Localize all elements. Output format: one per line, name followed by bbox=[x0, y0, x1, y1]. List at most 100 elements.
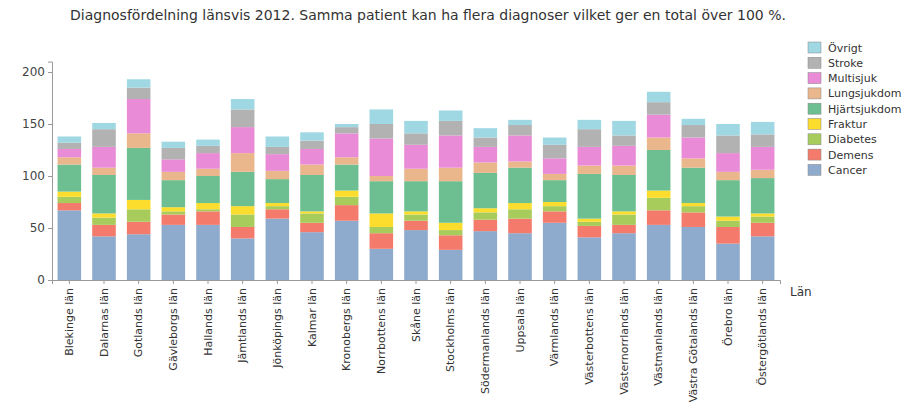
bar-segment bbox=[404, 133, 428, 144]
x-tick-mark bbox=[658, 280, 659, 284]
bar-segment bbox=[196, 140, 220, 146]
x-tick-mark bbox=[589, 280, 590, 284]
bar-segment bbox=[162, 180, 186, 207]
bar-segment bbox=[647, 92, 671, 102]
bar-segment bbox=[439, 110, 463, 120]
bar-segment bbox=[162, 172, 186, 180]
legend-item: Fraktur bbox=[808, 118, 867, 131]
bar-segment bbox=[751, 213, 775, 216]
x-tick-label: Kronobergs län bbox=[340, 288, 353, 371]
x-tick-label: Jämtlands län bbox=[236, 288, 249, 364]
y-tick-label: 150 bbox=[22, 117, 45, 131]
bar-segment bbox=[612, 135, 636, 145]
bar-segment bbox=[404, 169, 428, 181]
x-tick: Dalarnas län bbox=[98, 280, 111, 357]
x-tick-label: Blekinge län bbox=[63, 288, 76, 356]
x-tick-mark bbox=[520, 280, 521, 284]
x-tick-label: Norrbottens län bbox=[375, 288, 388, 374]
x-tick-mark bbox=[69, 280, 70, 284]
bar-segment bbox=[474, 147, 498, 163]
bar-segment bbox=[751, 178, 775, 213]
title: Diagnosfördelning länsvis 2012. Samma pa… bbox=[70, 7, 786, 23]
y-axis: 050100150200 bbox=[22, 62, 52, 287]
legend-swatch bbox=[808, 42, 821, 53]
bar-segment bbox=[58, 136, 82, 142]
x-tick: Västernorrlands län bbox=[618, 280, 631, 395]
bar-segment bbox=[612, 211, 636, 214]
bar-segment bbox=[716, 217, 740, 221]
bar-segment bbox=[127, 99, 151, 133]
x-tick-label: Dalarnas län bbox=[98, 288, 111, 357]
bar-segment bbox=[127, 79, 151, 87]
bar-segment bbox=[751, 147, 775, 170]
x-axis-title: Län bbox=[790, 285, 812, 299]
x-tick: Stockholms län bbox=[444, 280, 457, 372]
x-tick-label: Gotlands län bbox=[132, 288, 145, 357]
bar-segment bbox=[647, 210, 671, 225]
bar-segment bbox=[612, 175, 636, 211]
bar-segment bbox=[647, 115, 671, 138]
bar-segment bbox=[300, 211, 324, 213]
y-tick: 200 bbox=[22, 65, 52, 79]
bar-segment bbox=[127, 148, 151, 200]
bar-segment bbox=[716, 135, 740, 153]
bar-segment bbox=[231, 109, 255, 127]
bar-segment bbox=[612, 214, 636, 224]
bar-segment bbox=[439, 168, 463, 182]
bar-segment bbox=[231, 227, 255, 238]
x-tick-mark bbox=[346, 280, 347, 284]
bar-segment bbox=[508, 125, 532, 135]
bar-segment bbox=[231, 238, 255, 280]
x-tick-label: Uppsala län bbox=[514, 288, 527, 353]
bar-segment bbox=[682, 125, 706, 137]
bar-segment bbox=[335, 157, 359, 164]
bar-segment bbox=[196, 153, 220, 169]
y-tick-mark bbox=[48, 228, 52, 229]
x-tick-label: Jönköpings län bbox=[271, 288, 284, 369]
x-tick: Örebro län bbox=[722, 280, 735, 346]
legend-item: Cancer bbox=[808, 164, 867, 177]
legend-swatch bbox=[808, 73, 821, 84]
bar-segment bbox=[370, 249, 394, 280]
x-tick: Jönköpings län bbox=[271, 280, 284, 369]
bar-segment bbox=[127, 200, 151, 209]
bar-segment bbox=[370, 109, 394, 124]
bar-segment bbox=[404, 181, 428, 211]
x-tick-mark bbox=[485, 280, 486, 284]
y-tick-mark bbox=[48, 280, 52, 281]
bar-segment bbox=[404, 221, 428, 230]
bar-segment bbox=[370, 233, 394, 249]
x-tick-label: Skåne län bbox=[410, 288, 423, 342]
x-tick-label: Stockholms län bbox=[444, 288, 457, 372]
x-tick: Kalmar län bbox=[306, 280, 319, 347]
bar-segment bbox=[682, 119, 706, 125]
bar-segment bbox=[335, 165, 359, 191]
bar-segment bbox=[92, 123, 116, 129]
x-tick-mark bbox=[624, 280, 625, 284]
bar-segment bbox=[92, 236, 116, 280]
legend-item: Diabetes bbox=[808, 133, 877, 146]
legend-label: Lungsjukdom bbox=[828, 87, 901, 100]
x-tick-mark bbox=[104, 280, 105, 284]
bar-segment bbox=[266, 203, 290, 206]
y-tick-mark bbox=[48, 124, 52, 125]
legend-item: Stroke bbox=[808, 57, 863, 70]
x-tick-mark bbox=[450, 280, 451, 284]
bar-segment bbox=[474, 220, 498, 231]
legend-swatch bbox=[808, 164, 821, 175]
bar-segment bbox=[300, 149, 324, 165]
x-tick-mark bbox=[312, 280, 313, 284]
bar-segment bbox=[439, 121, 463, 136]
bar-segment bbox=[543, 180, 567, 202]
bar-segment bbox=[543, 145, 567, 159]
bar-segment bbox=[266, 179, 290, 203]
x-axis: Blekinge länDalarnas länGotlands länGävl… bbox=[53, 280, 781, 402]
legend-swatch bbox=[808, 57, 821, 68]
x-tick-label: Värmlands län bbox=[548, 288, 561, 366]
bar-segment bbox=[335, 127, 359, 133]
bar-segment bbox=[578, 226, 602, 237]
bar-segment bbox=[474, 212, 498, 219]
bar-segment bbox=[682, 158, 706, 167]
legend-label: Fraktur bbox=[828, 118, 867, 131]
bar-segment bbox=[196, 176, 220, 203]
